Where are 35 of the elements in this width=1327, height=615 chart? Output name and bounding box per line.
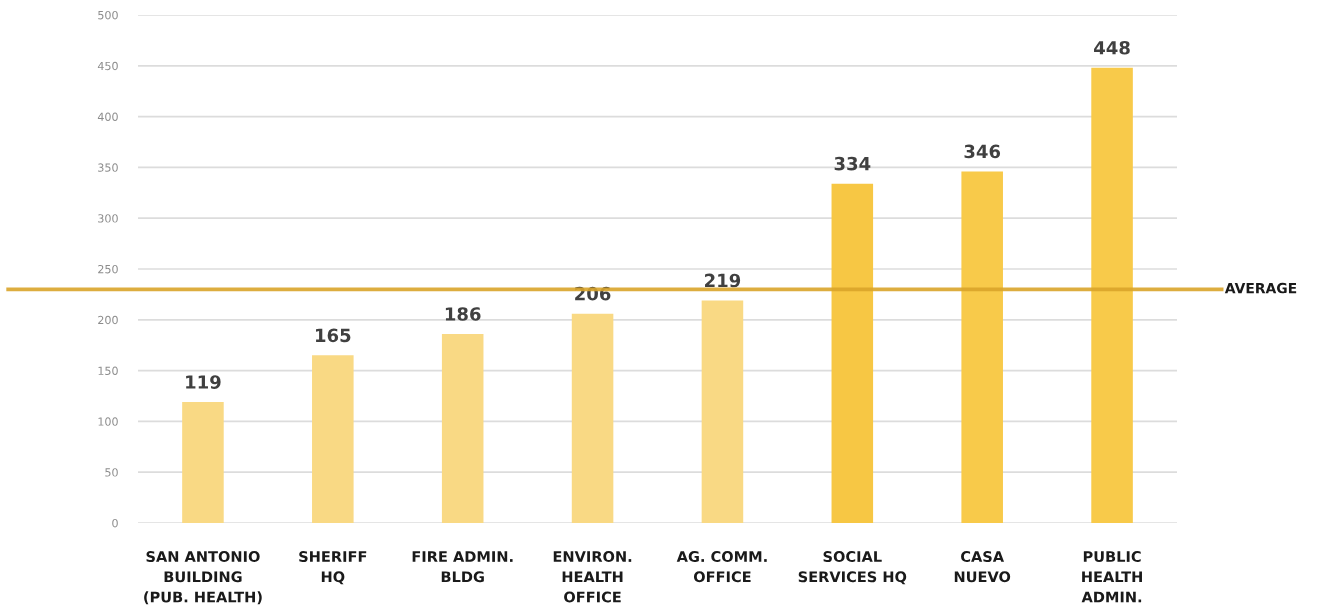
data-label: 165 bbox=[316, 328, 351, 343]
bar bbox=[961, 171, 1003, 523]
data-label: 346 bbox=[964, 144, 1001, 159]
y-tick-label: 450 bbox=[97, 61, 118, 71]
y-tick-label: 350 bbox=[98, 163, 118, 172]
data-label: 219 bbox=[705, 273, 741, 288]
y-tick-label: 300 bbox=[98, 214, 118, 223]
x-tick-label: PUBLIC HEALTH ADMIN. bbox=[1081, 551, 1142, 603]
x-tick-label: FIRE ADMIN. BLDG bbox=[412, 551, 513, 583]
y-tick-label: 150 bbox=[98, 366, 118, 375]
bar bbox=[441, 334, 484, 523]
y-tick-label: 50 bbox=[105, 468, 118, 477]
x-tick-label: ENVIRON. HEALTH OFFICE bbox=[553, 551, 632, 603]
x-tick-label: SAN ANTONIO BUILDING (PUB. HEALTH) bbox=[144, 551, 262, 605]
x-tick-label: SOCIAL SERVICES HQ bbox=[798, 551, 907, 585]
x-tick-label: AG. COMM. OFFICE bbox=[676, 551, 767, 583]
data-label: 334 bbox=[834, 156, 871, 171]
data-label: 119 bbox=[186, 375, 221, 389]
x-tick-label: SHERIFF HQ bbox=[299, 551, 367, 585]
y-tick-label: 500 bbox=[98, 10, 118, 20]
y-tick-label: 200 bbox=[98, 315, 118, 325]
bar bbox=[831, 183, 874, 523]
data-label: 186 bbox=[445, 307, 481, 321]
bar bbox=[182, 402, 224, 523]
y-tick-label: 250 bbox=[98, 264, 118, 274]
data-label: 448 bbox=[1094, 40, 1130, 55]
y-tick-label: 0 bbox=[112, 518, 118, 528]
bar bbox=[701, 300, 744, 523]
bar bbox=[1091, 67, 1133, 523]
ref-line-label: AVERAGE bbox=[1224, 282, 1297, 294]
y-tick-label: 100 bbox=[98, 417, 118, 426]
y-tick-label: 400 bbox=[97, 112, 118, 121]
bar bbox=[571, 313, 614, 523]
bar bbox=[312, 355, 354, 523]
x-tick-label: CASA NUEVO bbox=[954, 551, 1011, 583]
